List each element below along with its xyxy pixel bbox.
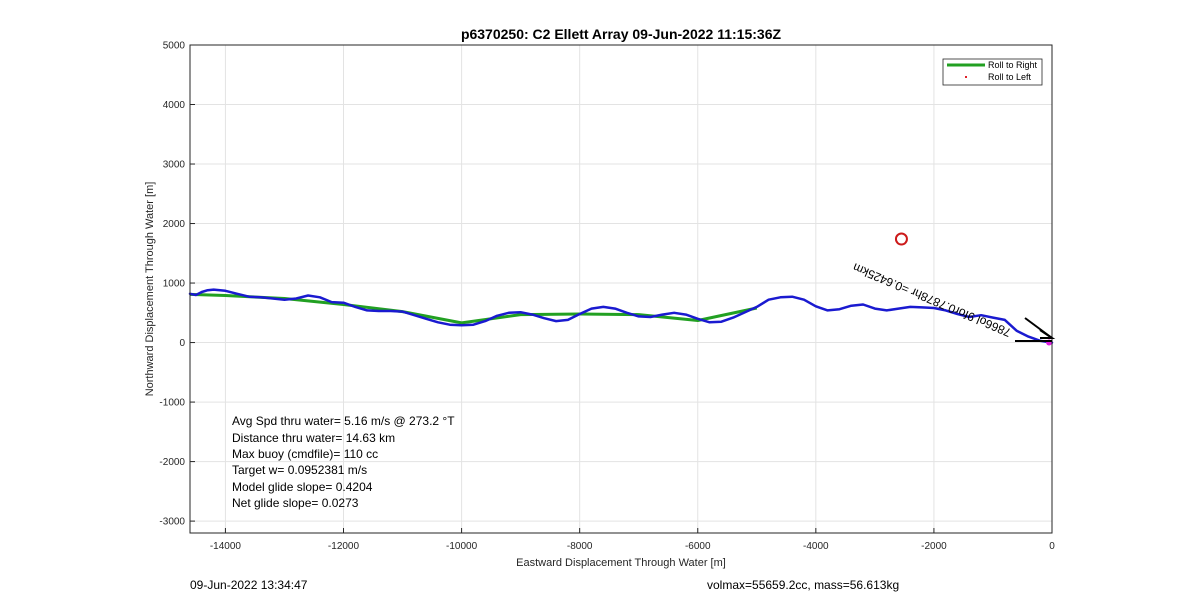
plot-area [190, 45, 1052, 533]
chart-title: p6370250: C2 Ellett Array 09-Jun-2022 11… [461, 26, 782, 42]
plot-frame [189, 44, 1053, 534]
stat-max-buoy: Max buoy (cmdfile)= 110 cc [232, 447, 378, 461]
stat-avg-speed: Avg Spd thru water= 5.16 m/s @ 273.2 °T [232, 414, 455, 428]
legend-box [942, 58, 1043, 86]
x-tick-label: -6000 [685, 541, 711, 552]
y-tick-label: -3000 [159, 517, 185, 528]
ticks: -14000 -12000 -10000 -8000 -6000 -4000 -2000 0-… [159, 41, 1055, 553]
legend: Roll to Right Roll to Left [942, 58, 1043, 86]
y-axis-label: Northward Displacement Through Water [m] [144, 182, 156, 397]
stat-distance: Distance thru water= 14.63 km [232, 431, 395, 445]
y-tick-label: 1000 [163, 279, 186, 290]
y-tick-label: 2000 [163, 219, 186, 230]
y-tick-label: -1000 [159, 398, 185, 409]
current-arrows [1015, 317, 1056, 342]
x-axis-label: Eastward Displacement Through Water [m] [516, 557, 726, 569]
footer-timestamp: 09-Jun-2022 13:34:47 [190, 578, 308, 592]
stat-target-w: Target w= 0.0952381 m/s [232, 463, 367, 477]
x-tick-label: -2000 [921, 541, 947, 552]
stats-block: Avg Spd thru water= 5.16 m/s @ 273.2 °T … [232, 414, 455, 510]
arrow-head [1039, 329, 1056, 339]
legend-roll-left-swatch [965, 76, 967, 78]
y-tick-label: 4000 [163, 100, 186, 111]
x-tick-label: -14000 [210, 541, 242, 552]
x-tick-label: -10000 [446, 541, 478, 552]
stat-net-glide: Net glide slope= 0.0273 [232, 496, 359, 510]
y-tick-label: 3000 [163, 160, 186, 171]
x-tick-label: -8000 [567, 541, 593, 552]
x-tick-label: -4000 [803, 541, 829, 552]
x-tick-label: -12000 [328, 541, 360, 552]
stat-model-glide: Model glide slope= 0.4204 [232, 480, 373, 494]
series-track-line [188, 288, 1054, 344]
legend-roll-left-label: Roll to Left [988, 72, 1032, 82]
y-tick-label: 5000 [163, 41, 186, 52]
target-marker [894, 232, 908, 246]
y-tick-label: -2000 [159, 457, 185, 468]
legend-roll-right-label: Roll to Right [988, 60, 1038, 70]
footer-vol-mass: volmax=55659.2cc, mass=56.613kg [707, 578, 900, 592]
x-tick-label: 0 [1049, 541, 1055, 552]
y-tick-label: 0 [179, 338, 185, 349]
